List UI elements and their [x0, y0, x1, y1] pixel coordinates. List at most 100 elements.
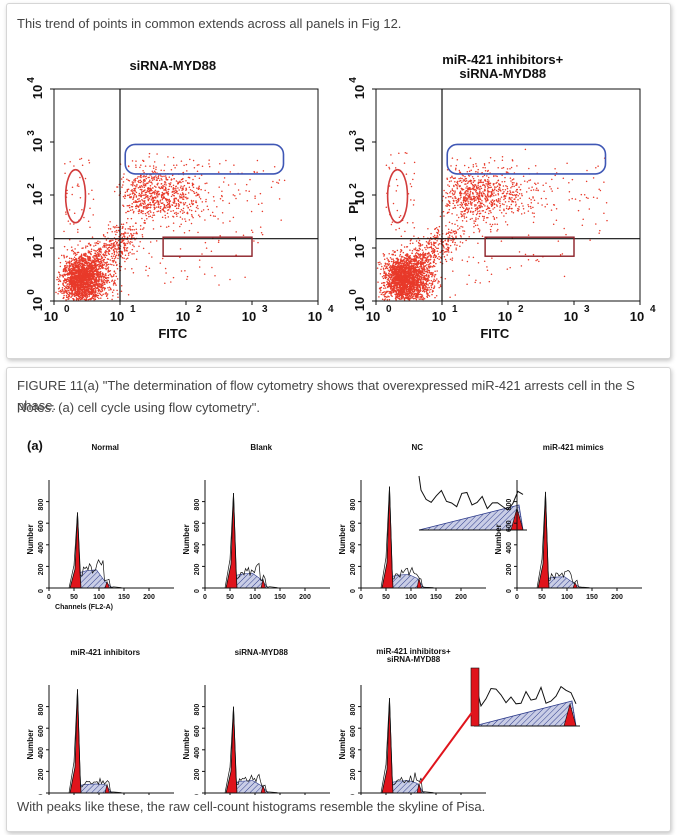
scatter-point: [184, 218, 186, 220]
scatter-point: [85, 293, 87, 296]
scatter-point: [100, 280, 103, 283]
dot-plot-card: This trend of points in common extends a…: [6, 3, 671, 359]
scatter-point: [79, 294, 82, 297]
scatter-point: [168, 176, 171, 178]
scatter-point: [430, 288, 432, 291]
scatter-point: [144, 212, 147, 215]
scatter-point: [100, 255, 103, 258]
scatter-point: [408, 298, 410, 301]
scatter-point: [80, 289, 82, 291]
scatter-point: [400, 235, 403, 237]
scatter-point: [79, 262, 82, 265]
scatter-point: [82, 294, 85, 297]
scatter-point: [77, 231, 79, 233]
scatter-point: [114, 230, 116, 233]
scatter-point: [81, 269, 84, 271]
scatter-point: [107, 286, 109, 289]
scatter-point: [91, 290, 94, 292]
scatter-point: [175, 202, 177, 205]
scatter-point: [122, 181, 125, 183]
scatter-point: [183, 211, 185, 214]
scatter-point: [106, 264, 108, 266]
scatter-point: [93, 245, 95, 247]
scatter-point: [85, 255, 87, 257]
scatter-point: [421, 284, 423, 287]
scatter-point: [90, 248, 93, 251]
scatter-point: [64, 291, 66, 294]
scatter-point: [103, 261, 105, 264]
scatter-point: [85, 289, 87, 291]
scatter-point: [80, 258, 82, 260]
scatter-point: [83, 273, 86, 275]
scatter-point: [73, 266, 75, 268]
scatter-point: [90, 279, 93, 282]
scatter-point: [63, 292, 65, 295]
scatter-point: [150, 204, 153, 206]
scatter-point: [95, 259, 97, 262]
scatter-point: [116, 289, 118, 292]
scatter-point: [166, 198, 169, 201]
scatter-point: [157, 200, 160, 203]
scatter-points: [55, 152, 286, 301]
scatter-point: [179, 180, 181, 183]
scatter-point: [57, 293, 59, 295]
scatter-point: [76, 294, 79, 296]
scatter-point: [163, 164, 166, 166]
scatter-point: [182, 177, 184, 180]
scatter-point: [127, 179, 130, 181]
scatter-point: [160, 183, 163, 185]
scatter-point: [139, 186, 141, 189]
scatter-point: [261, 210, 264, 213]
scatter-point: [162, 192, 165, 195]
scatter-point: [59, 265, 62, 268]
scatter-point: [82, 256, 84, 259]
scatter-point: [74, 289, 77, 292]
scatter-point: [145, 206, 147, 209]
scatter-point: [114, 226, 116, 228]
scatter-point: [381, 275, 384, 278]
scatter-point: [234, 183, 236, 185]
scatter-point: [84, 279, 86, 282]
scatter-point: [110, 244, 112, 246]
scatter-point: [63, 288, 66, 290]
y-tick-exponent: 4: [26, 77, 37, 83]
scatter-point: [85, 283, 88, 286]
scatter-point: [77, 228, 79, 231]
scatter-point: [63, 230, 65, 233]
x-tick-label: 10: [308, 309, 322, 324]
scatter-point: [235, 231, 237, 233]
scatter-point: [414, 297, 416, 300]
scatter-point: [99, 241, 101, 243]
scatter-point: [214, 215, 216, 217]
scatter-point: [76, 251, 79, 254]
scatter-point: [420, 296, 423, 299]
scatter-point: [101, 259, 103, 262]
scatter-point: [192, 159, 195, 162]
scatter-point: [118, 244, 120, 247]
scatter-point: [123, 257, 125, 259]
scatter-point: [191, 215, 193, 218]
scatter-point: [163, 183, 166, 186]
scatter-point: [94, 295, 97, 297]
scatter-point: [79, 270, 82, 272]
scatter-point: [133, 201, 135, 203]
scatter-point: [385, 276, 388, 278]
scatter-point: [388, 280, 391, 283]
scatter-point: [104, 293, 106, 295]
scatter-point: [145, 269, 147, 271]
scatter-point: [98, 289, 101, 291]
scatter-point: [175, 211, 177, 214]
scatter-point: [128, 242, 130, 244]
scatter-point: [382, 281, 385, 284]
scatter-point: [87, 293, 90, 296]
scatter-point: [156, 184, 159, 186]
scatter-point: [178, 204, 180, 206]
scatter-point: [87, 261, 89, 264]
scatter-point: [66, 249, 69, 251]
scatter-point: [147, 204, 149, 206]
scatter-point: [145, 265, 148, 268]
scatter-point: [105, 291, 107, 294]
scatter-point: [156, 206, 158, 208]
scatter-point: [105, 295, 108, 297]
scatter-point: [104, 254, 107, 256]
